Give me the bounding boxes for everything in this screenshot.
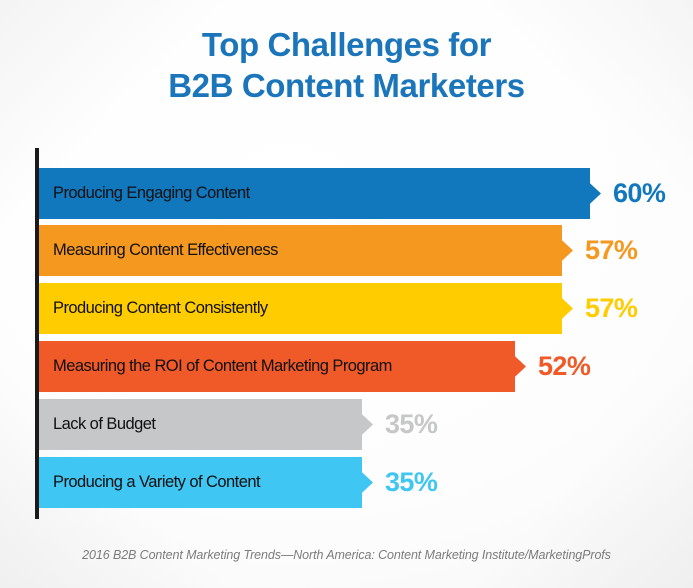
bar-value-label: 35% [385,409,438,439]
bar-list: Producing Engaging Content 60% Measuring C… [39,168,679,508]
bar-shape [39,341,526,392]
bar-label: Producing Content Consistently [53,299,268,317]
bar-label: Measuring Content Effectiveness [53,241,278,259]
bar-label: Producing a Variety of Content [53,473,261,491]
bar-row[interactable]: Producing Content Consistently 57% [39,283,693,334]
bar-row[interactable]: Lack of Budget 35% [39,399,493,450]
bar-shape [39,399,373,450]
bar-shape [39,283,573,334]
bar-label: Measuring the ROI of Content Marketing P… [53,357,392,375]
source-note: 2016 B2B Content Marketing Trends—North … [82,548,611,562]
bar-row[interactable]: Measuring the ROI of Content Marketing P… [39,341,646,392]
bar-row[interactable]: Producing Engaging Content 60% [39,168,693,219]
bar-shape [39,457,373,508]
title-line-1: Top Challenges for [201,26,492,63]
bar-shape [39,225,573,276]
bar-value-label: 60% [613,178,666,208]
title-line-2: B2B Content Marketers [168,67,525,104]
bar-label: Lack of Budget [53,415,156,433]
bar-value-label: 35% [385,467,438,497]
bar-row[interactable]: Producing a Variety of Content 35% [39,457,493,508]
bar-value-label: 52% [538,351,591,381]
page-title: Top Challenges for B2B Content Marketers [0,24,693,106]
bar-value-label: 57% [585,293,638,323]
chart-axis-line [35,148,39,519]
bar-label: Producing Engaging Content [53,184,250,202]
bar-row[interactable]: Measuring Content Effectiveness 57% [39,225,693,276]
bar-shape [39,168,601,219]
bar-value-label: 57% [585,235,638,265]
